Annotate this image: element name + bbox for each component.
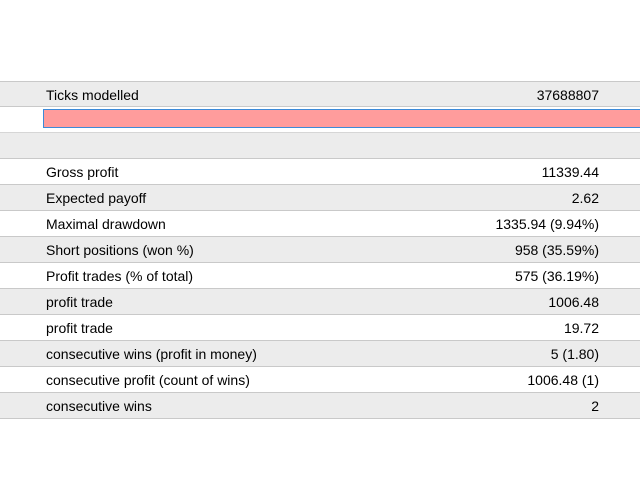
row-value: 1006.48: [548, 294, 599, 310]
row-value: 2: [591, 398, 599, 414]
row-value: 2.62: [571, 190, 599, 206]
report-table: Ticks modelled 37688807 Gross profit 113…: [0, 81, 640, 419]
row-label: Gross profit: [46, 164, 119, 180]
report-row-profit-trade-average[interactable]: profit trade 19.72: [0, 315, 640, 341]
row-label: Expected payoff: [46, 190, 147, 206]
row-label: Maximal drawdown: [46, 216, 166, 232]
row-value: 5 (1.80): [550, 346, 599, 362]
selection-highlight: [43, 109, 640, 128]
row-label: Profit trades (% of total): [46, 268, 194, 284]
row-value: 1006.48 (1): [527, 372, 599, 388]
row-value: 37688807: [536, 87, 599, 103]
row-value: 1335.94 (9.94%): [495, 216, 599, 232]
report-row-profit-trades[interactable]: Profit trades (% of total) 575 (36.19%): [0, 263, 640, 289]
report-row-gross-profit[interactable]: Gross profit 11339.44: [0, 159, 640, 185]
row-value: 19.72: [563, 320, 599, 336]
row-value: 958 (35.59%): [514, 242, 599, 258]
report-row-empty[interactable]: [0, 133, 640, 159]
row-label: profit trade: [46, 320, 113, 336]
report-row-ticks-modelled[interactable]: Ticks modelled 37688807: [0, 81, 640, 107]
row-label: consecutive wins (profit in money): [46, 346, 257, 362]
row-label: consecutive wins: [46, 398, 152, 414]
row-label: profit trade: [46, 294, 113, 310]
report-row-profit-trade-largest[interactable]: profit trade 1006.48: [0, 289, 640, 315]
row-value: 11339.44: [541, 164, 599, 180]
report-row-consecutive-wins[interactable]: consecutive wins 2: [0, 393, 640, 419]
row-label: Ticks modelled: [46, 87, 139, 103]
row-label: consecutive profit (count of wins): [46, 372, 250, 388]
report-row-consecutive-wins-money[interactable]: consecutive wins (profit in money) 5 (1.…: [0, 341, 640, 367]
row-label: Short positions (won %): [46, 242, 194, 258]
row-value: 575 (36.19%): [514, 268, 599, 284]
report-row-consecutive-profit[interactable]: consecutive profit (count of wins) 1006.…: [0, 367, 640, 393]
report-row-short-positions[interactable]: Short positions (won %) 958 (35.59%): [0, 237, 640, 263]
report-row-expected-payoff[interactable]: Expected payoff 2.62: [0, 185, 640, 211]
report-row-maximal-drawdown[interactable]: Maximal drawdown 1335.94 (9.94%): [0, 211, 640, 237]
report-row-selected[interactable]: [0, 107, 640, 133]
